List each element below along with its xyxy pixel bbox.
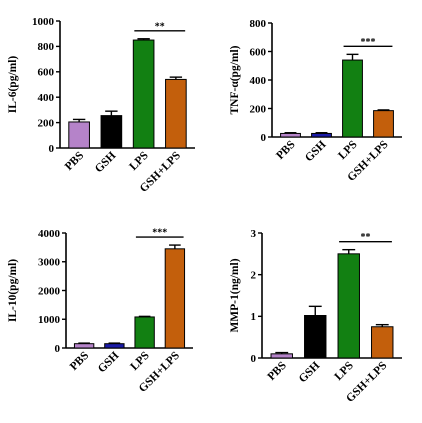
significance-label: **	[155, 21, 165, 32]
bar-pbs	[280, 132, 301, 138]
category-label: GSH	[303, 139, 329, 165]
category-label: GSH	[93, 150, 119, 176]
category-label: PBS	[265, 360, 288, 383]
y-tick-label: 4000	[38, 228, 61, 240]
y-tick-label: 800	[38, 41, 55, 53]
bar-gsh-lps	[373, 110, 394, 138]
y-tick-label: 2000	[38, 285, 61, 297]
bar-gsh	[100, 115, 123, 149]
y-axis-title: MMP-1(ng/ml)	[229, 258, 241, 332]
category-label: LPS	[336, 139, 359, 162]
category-label: LPS	[127, 150, 150, 173]
y-tick-label: 0	[55, 343, 61, 355]
y-tick-label: 1000	[38, 314, 61, 326]
y-tick-label: 400	[38, 92, 55, 104]
y-tick-label: 1	[251, 311, 257, 323]
y-tick-label: 2	[251, 269, 257, 281]
category-label: LPS	[128, 350, 151, 373]
y-tick-label: 200	[250, 103, 267, 115]
bar-lps	[134, 316, 155, 349]
bar-gsh	[104, 343, 125, 349]
bar-gsh	[311, 132, 332, 138]
category-label: PBS	[274, 139, 297, 162]
y-tick-label: 0	[261, 132, 267, 144]
y-tick-label: 3	[251, 228, 257, 240]
bar-pbs	[68, 121, 90, 149]
y-tick-label: 3000	[38, 257, 61, 269]
y-tick-label: 400	[250, 75, 267, 87]
y-tick-label: 600	[38, 67, 55, 79]
category-label: GSH	[297, 360, 323, 386]
significance-label: ***	[361, 37, 376, 48]
y-axis-title: IL-6(pg/ml)	[7, 56, 19, 114]
bar-gsh-lps	[165, 78, 187, 149]
category-label: PBS	[63, 150, 86, 173]
category-label: LPS	[332, 360, 355, 383]
bar-gsh-lps	[371, 326, 394, 359]
bar-lps	[132, 39, 155, 149]
bar-gsh	[304, 315, 327, 359]
y-tick-label: 600	[250, 46, 267, 58]
y-tick-label: 200	[38, 117, 55, 129]
bar-lps	[342, 59, 363, 138]
category-label: GSH	[96, 350, 122, 376]
bar-pbs	[73, 343, 95, 349]
y-axis-title: IL-10(pg/ml)	[7, 259, 19, 322]
significance-label: ***	[152, 228, 167, 239]
y-axis-title: TNF-α(pg/ml)	[229, 45, 241, 114]
category-label: PBS	[68, 350, 91, 373]
significance-label: **	[361, 232, 371, 243]
y-tick-label: 1000	[32, 16, 55, 28]
y-tick-label: 800	[250, 18, 267, 30]
bar-lps	[337, 253, 360, 359]
bar-pbs	[270, 353, 293, 359]
bar-gsh-lps	[164, 248, 186, 349]
y-tick-label: 0	[49, 143, 55, 155]
y-tick-label: 0	[251, 353, 257, 365]
